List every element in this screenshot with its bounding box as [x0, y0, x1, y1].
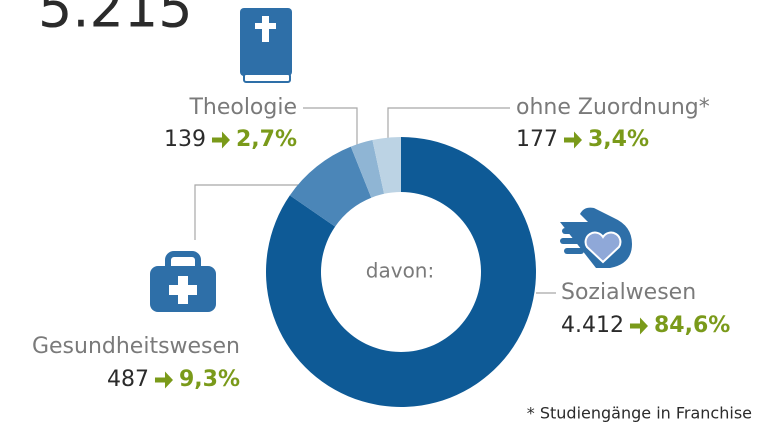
center-label: davon:: [366, 259, 434, 283]
category-label: Gesundheitswesen: [32, 334, 240, 359]
bible-icon: [240, 8, 292, 83]
arrow-icon: [629, 317, 648, 335]
value-label: 487: [107, 367, 149, 392]
percentage-label: 3,4%: [588, 127, 649, 152]
category-label: ohne Zuordnung*: [516, 95, 710, 120]
category-label: Theologie: [188, 95, 297, 120]
arrow-icon: [211, 131, 230, 149]
arrow-icon: [564, 131, 582, 149]
total: 5.215: [38, 0, 193, 40]
value-label: 4.412: [561, 313, 624, 338]
percentage-label: 2,7%: [236, 127, 297, 152]
leader-line: [387, 107, 510, 145]
value-label: 177: [516, 127, 558, 152]
arrow-icon: [154, 371, 173, 389]
value-label: 139: [164, 127, 206, 152]
donut-slice: [372, 137, 401, 194]
leader-line: [303, 107, 358, 148]
leader-line: [194, 184, 300, 240]
footnote: * Studiengänge in Franchise: [527, 404, 752, 423]
category-label: Sozialwesen: [561, 280, 696, 305]
first-aid-icon: [150, 251, 216, 312]
percentage-label: 9,3%: [179, 367, 240, 392]
hand-heart-icon: [560, 207, 632, 268]
donut-slice: [289, 146, 372, 227]
percentage-label: 84,6%: [654, 313, 730, 338]
donut-slice: [350, 140, 385, 198]
donut-slice: [265, 137, 536, 407]
